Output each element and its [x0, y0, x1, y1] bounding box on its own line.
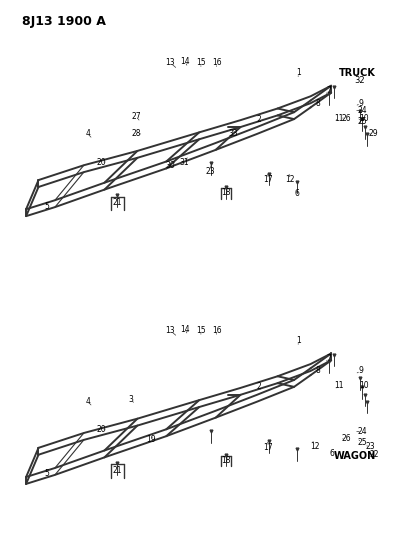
- Text: 13: 13: [166, 59, 175, 67]
- Text: 25: 25: [357, 438, 367, 447]
- Text: 7: 7: [326, 354, 331, 363]
- Text: 11: 11: [334, 114, 344, 123]
- Text: 7: 7: [326, 86, 331, 95]
- Text: 26: 26: [341, 434, 351, 443]
- Text: 24: 24: [357, 427, 367, 436]
- Text: 13: 13: [166, 326, 175, 335]
- Text: 8: 8: [315, 99, 320, 108]
- Text: 20: 20: [96, 425, 106, 434]
- Text: 8: 8: [315, 367, 320, 375]
- Text: 8J13 1900 A: 8J13 1900 A: [22, 14, 106, 28]
- Text: 24: 24: [357, 106, 367, 115]
- Text: 1: 1: [296, 336, 300, 345]
- Text: 28: 28: [132, 130, 142, 139]
- Text: 18: 18: [221, 456, 231, 465]
- Text: 12: 12: [310, 442, 320, 451]
- Text: 23: 23: [366, 442, 375, 451]
- Text: 5: 5: [44, 470, 49, 478]
- Text: 21: 21: [112, 466, 122, 475]
- Text: 26: 26: [341, 114, 351, 123]
- Text: 22: 22: [370, 450, 379, 459]
- Text: 27: 27: [132, 112, 142, 122]
- Text: WAGON: WAGON: [334, 451, 376, 461]
- Text: 12: 12: [285, 175, 295, 184]
- Text: 1: 1: [296, 68, 300, 77]
- Text: 17: 17: [264, 443, 273, 452]
- Text: 16: 16: [212, 326, 221, 335]
- Text: 14: 14: [180, 57, 190, 66]
- Text: 15: 15: [196, 59, 206, 67]
- Text: 31: 31: [179, 158, 189, 166]
- Text: 17: 17: [264, 175, 273, 184]
- Text: 30: 30: [166, 161, 175, 170]
- Text: 16: 16: [212, 59, 221, 67]
- Text: 15: 15: [196, 326, 206, 335]
- Text: 18: 18: [221, 188, 231, 197]
- Text: 5: 5: [44, 201, 49, 211]
- Text: 10: 10: [359, 114, 369, 123]
- Text: 2: 2: [256, 115, 261, 124]
- Text: 3: 3: [128, 394, 133, 403]
- Text: 9: 9: [359, 99, 363, 108]
- Text: 14: 14: [180, 325, 190, 334]
- Text: 9: 9: [359, 367, 363, 375]
- Text: 20: 20: [96, 158, 106, 166]
- Text: 21: 21: [112, 198, 122, 207]
- Text: 25: 25: [357, 117, 367, 126]
- Text: 32: 32: [354, 76, 364, 85]
- Text: 19: 19: [146, 435, 156, 445]
- Text: TRUCK: TRUCK: [339, 69, 376, 78]
- Text: 10: 10: [359, 381, 369, 390]
- Text: 2: 2: [256, 382, 261, 391]
- Text: 4: 4: [85, 130, 90, 139]
- Text: 29: 29: [369, 130, 378, 139]
- Text: 6: 6: [330, 449, 335, 458]
- Text: 4: 4: [85, 397, 90, 406]
- Text: 33: 33: [229, 130, 238, 139]
- Text: 11: 11: [334, 381, 344, 390]
- Text: 6: 6: [295, 189, 300, 198]
- Text: 23: 23: [206, 166, 216, 175]
